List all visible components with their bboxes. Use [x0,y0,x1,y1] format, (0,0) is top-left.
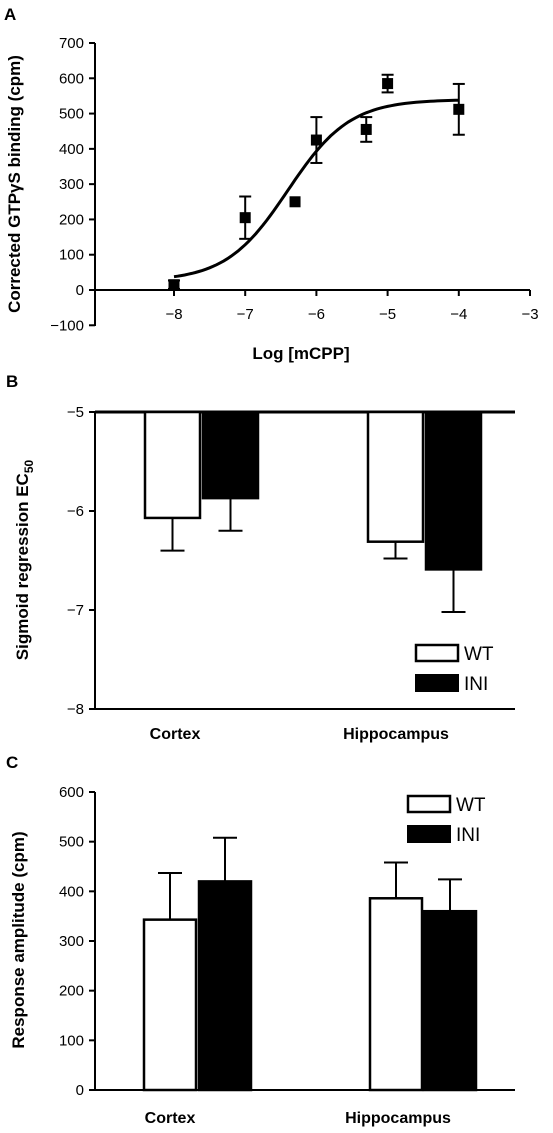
panel-c-bar-wt [368,897,424,1092]
panel-c-legend-swatch-wt [406,794,452,814]
panel-c: C Response amplitude (cpm) 0 100 200 300 400… [6,753,515,1127]
panel-a-data-point [453,103,465,115]
panel-c-category-label-hippocampus: Hippocampus [345,1110,451,1127]
panel-a-x-tick-label: −5 [379,306,396,323]
panel-a-x-axis-label: Log [mCPP] [252,344,349,363]
panel-a: A Corrected GTPγS binding (cpm) Log [mCP… [4,5,539,363]
panel-c-legend-swatch-ini [407,825,451,843]
panel-a-x-tick-label: −6 [308,306,325,323]
panel-b-y-tick-label: −8 [67,701,84,718]
panel-b-y-axis-label-subscript: 50 [22,459,36,473]
panel-c-bar-wt [142,918,198,1092]
panel-a-y-tick-label: 100 [59,247,84,264]
panel-a-x-tick-label: −7 [237,306,254,323]
panel-b-legend-label-ini: INI [464,674,488,695]
panel-b-bar-wt [366,410,425,543]
panel-a-y-tick-label: 0 [76,282,84,299]
panel-a-y-tick-label: 400 [59,141,84,158]
panel-a-data-point [289,196,301,208]
panel-a-data-point [382,78,394,90]
panel-c-y-tick-label: 0 [76,1082,84,1099]
panel-c-bar-ini [422,909,478,1092]
panel-a-label: A [4,5,16,24]
panel-a-x-tick-label: −8 [165,306,182,323]
panel-b-y-axis-label-main: Sigmoid regression EC [13,473,32,660]
panel-b-legend-swatch-ini [415,674,459,692]
panel-c-y-tick-label: 400 [59,883,84,900]
panel-c-y-tick-label: 300 [59,933,84,950]
panel-c-legend-label-ini: INI [456,825,480,846]
panel-a-data-point [239,212,251,224]
panel-a-x-tick-label: −3 [521,306,538,323]
panel-a-y-tick-label: 600 [59,70,84,87]
panel-b-y-axis-label: Sigmoid regression EC50 [13,459,36,660]
panel-a-x-tick-label: −4 [450,306,467,323]
panel-c-legend-label-wt: WT [456,795,486,816]
panel-c-label: C [6,753,18,772]
panel-b-y-tick-label: −7 [67,602,84,619]
panel-b-legend-label-wt: WT [464,644,494,665]
panel-c-legend: WT INI [406,794,486,846]
panel-a-y-tick-label: 500 [59,106,84,123]
panel-b: B Sigmoid regression EC50 −8 −7 −6 −5 Corte… [6,372,515,743]
panel-a-y-tick-label: 200 [59,211,84,228]
panel-b-legend-swatch-wt [414,643,460,663]
panel-a-data-point [360,123,372,135]
panel-c-y-tick-label: 500 [59,834,84,851]
panel-b-label: B [6,372,18,391]
panel-b-legend: WT INI [414,643,494,695]
panel-a-y-tick-label: 300 [59,176,84,193]
panel-a-data-point [310,134,322,146]
panel-c-category-label-cortex: Cortex [145,1110,196,1127]
panel-c-y-tick-label: 600 [59,784,84,801]
panel-c-bar-ini [197,880,253,1092]
panel-c-y-tick-label: 100 [59,1032,84,1049]
panel-a-y-axis-label: Corrected GTPγS binding (cpm) [5,55,24,313]
panel-b-category-label-cortex: Cortex [150,726,201,743]
panel-b-category-label-hippocampus: Hippocampus [343,726,449,743]
panel-c-y-axis-label: Response amplitude (cpm) [9,831,28,1048]
panel-b-y-tick-label: −5 [67,404,84,421]
panel-b-bar-ini [201,410,260,500]
panel-b-bar-wt [143,410,202,520]
panel-a-y-tick-label: 700 [59,35,84,52]
panel-c-y-tick-label: 200 [59,983,84,1000]
panel-a-y-tick-label: −100 [50,317,84,334]
panel-a-data-point [168,279,180,291]
panel-b-bar-ini [424,410,483,571]
panel-b-y-tick-label: −6 [67,503,84,520]
